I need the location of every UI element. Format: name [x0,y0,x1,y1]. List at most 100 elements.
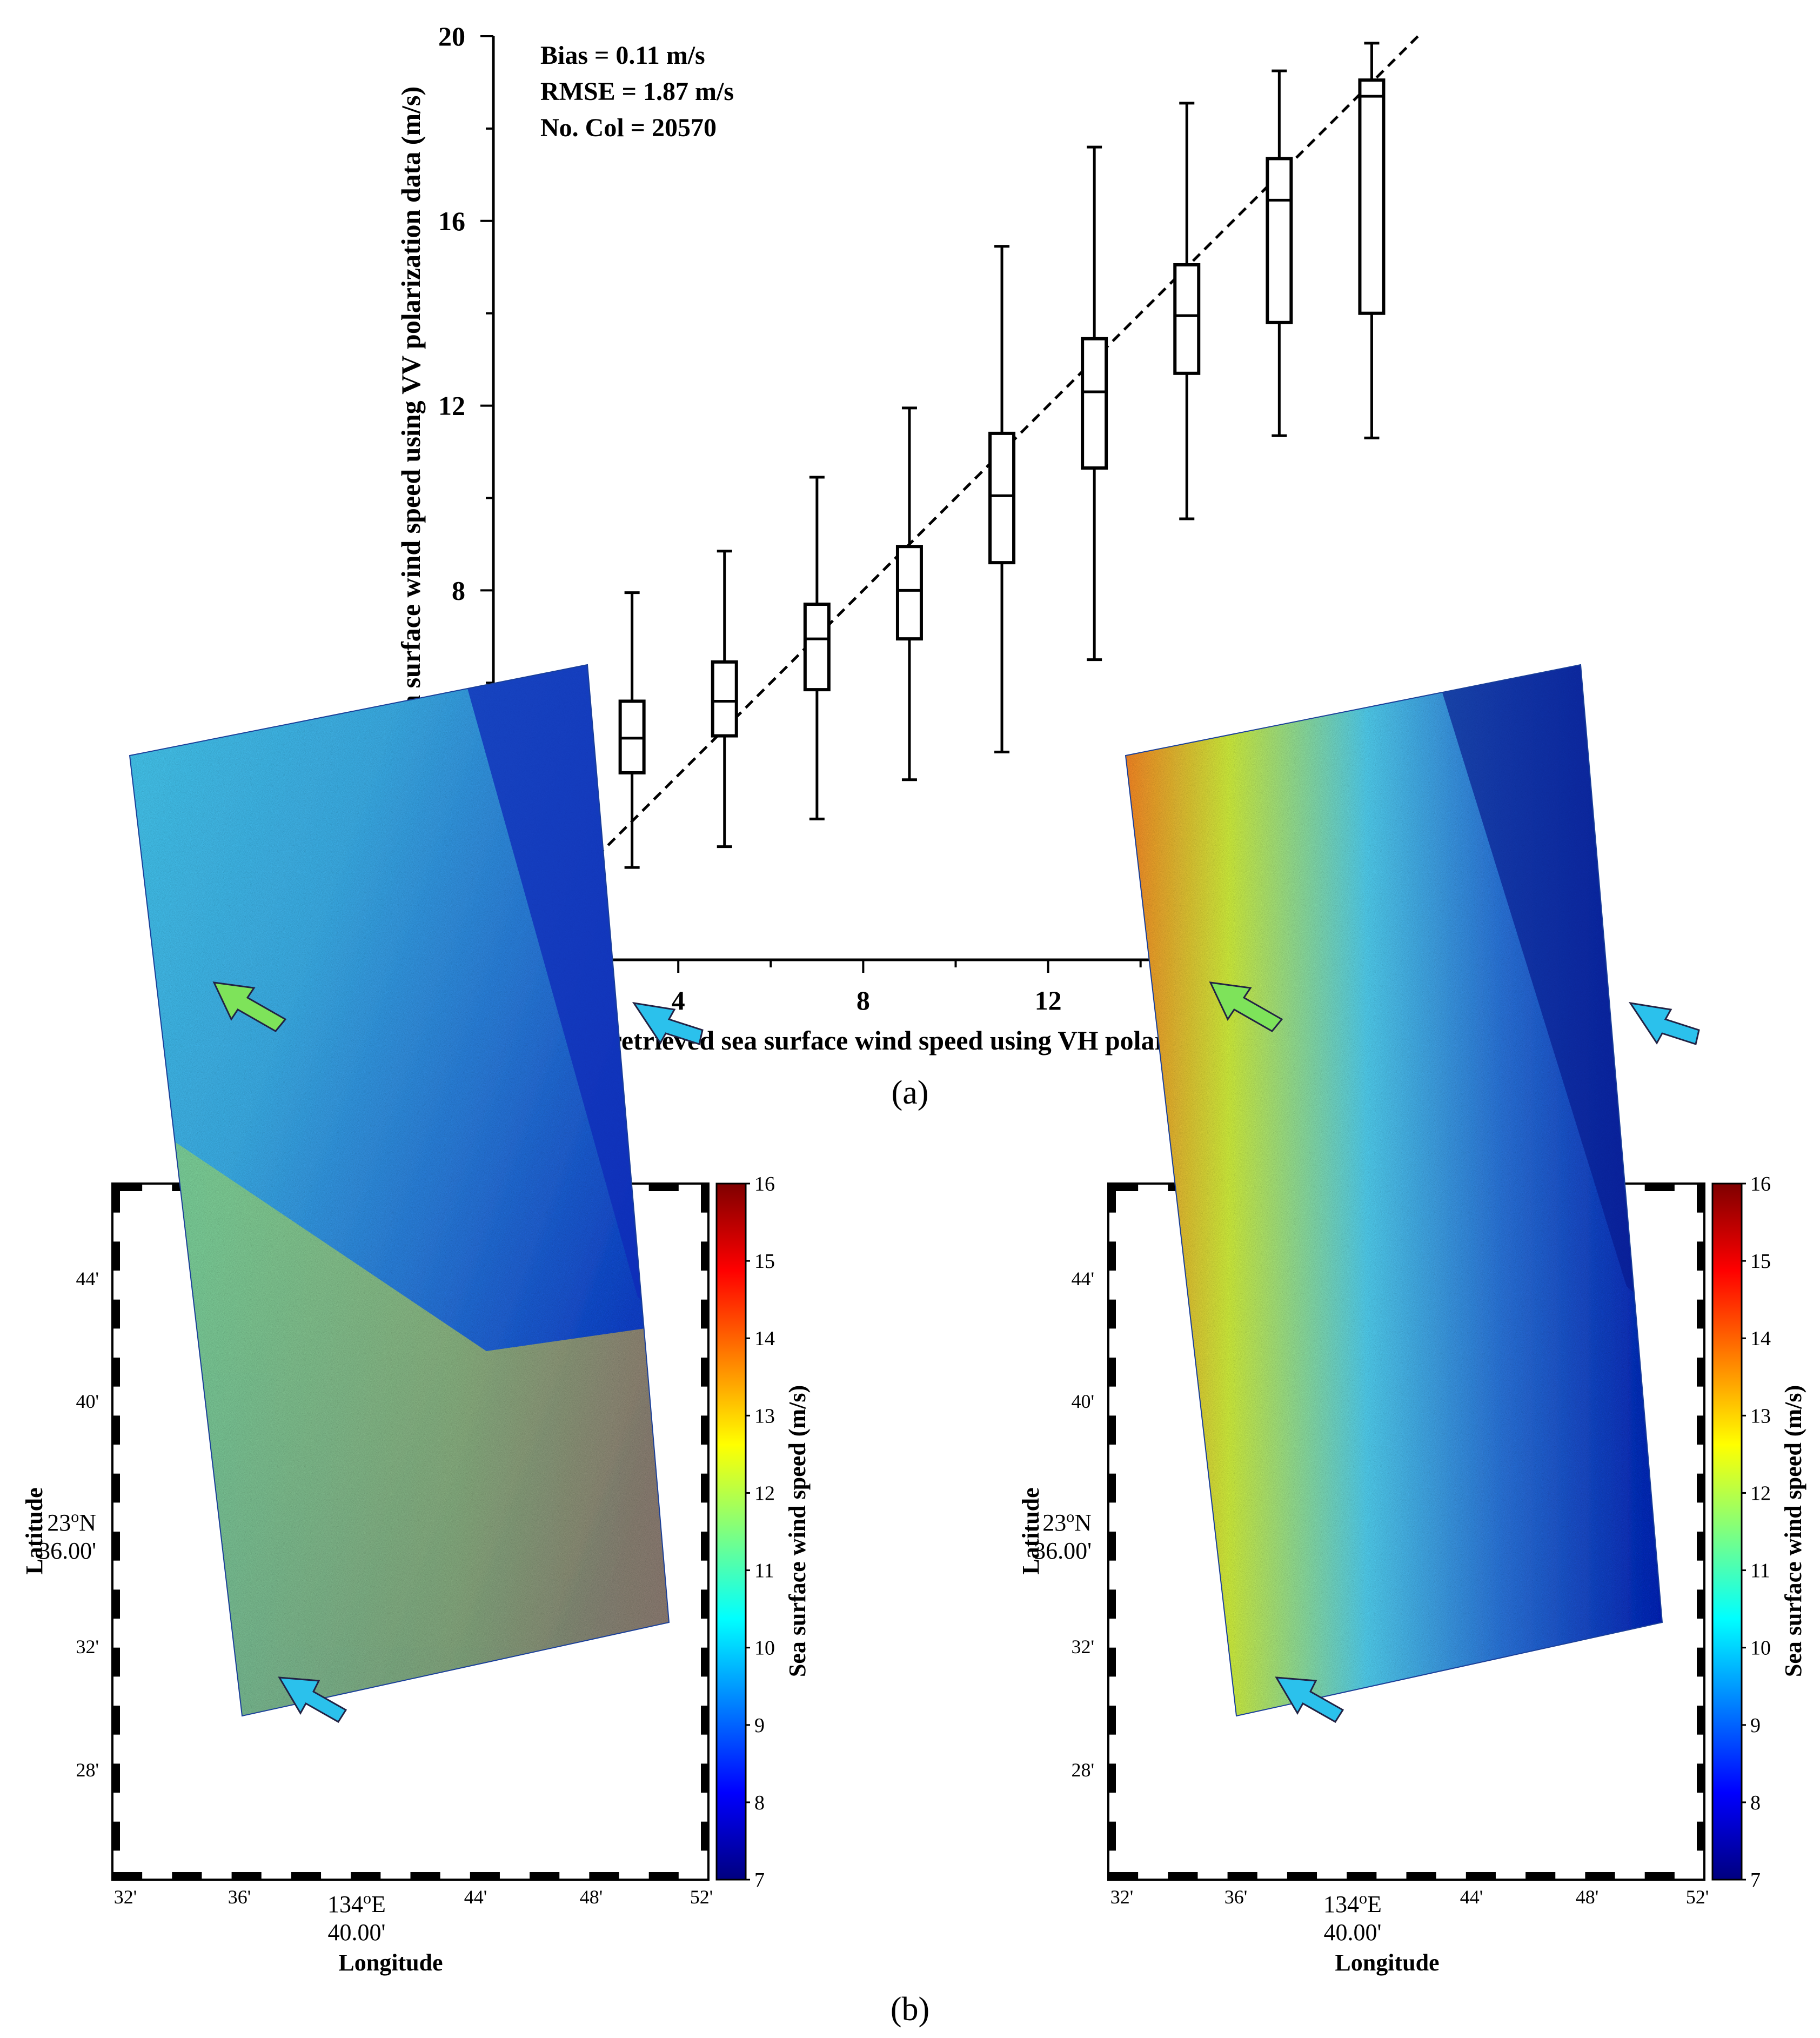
frame-tick [351,1872,381,1880]
frame-tick [410,1872,440,1880]
frame-tick [112,1532,120,1561]
frame-tick [589,1872,619,1880]
colorbar-tick-label: 15 [1750,1250,1771,1273]
lat-tick: 44' [1072,1268,1095,1289]
colorbar-ticks-left: 16 15 14 13 12 11 10 9 8 7 [746,1173,775,1892]
lat-tick: 40' [76,1391,99,1412]
box-iqr [1173,263,1201,375]
longitude-label: Longitude [338,1949,443,1976]
stat-bias: Bias = 0.11 m/s [540,41,705,70]
frame-tick [1108,1589,1116,1619]
frame-tick [1287,1872,1317,1880]
frame-tick [701,1589,708,1619]
frame-tick [701,1358,708,1387]
lon-tick: 36' [228,1886,251,1908]
frame-tick [112,1872,143,1880]
frame-tick [1108,1872,1139,1880]
lat-tick: 32' [1072,1636,1095,1658]
frame-tick [701,1415,708,1445]
one-to-one-reference-line [492,35,1419,961]
box-item [1173,102,1201,520]
frame-tick [1227,1872,1257,1880]
latitude-label: Latitude [21,1487,48,1574]
box-item [1266,69,1293,437]
colorbar-tick-label: 7 [1750,1869,1761,1892]
lat-tick: 32' [76,1636,99,1658]
frame-tick [1697,1473,1704,1503]
stat-count: No. Col = 20570 [540,113,717,142]
frame-tick [701,1473,708,1503]
frame-tick [1108,1358,1116,1387]
frame-tick [112,1706,120,1735]
frame-tick [701,1706,708,1735]
frame-tick [291,1872,322,1880]
frame-tick [1108,1241,1116,1271]
y-tick-label: 20 [438,21,465,51]
frame-tick [1108,1299,1116,1329]
longitude-label: Longitude [1335,1949,1439,1976]
incidence-arrow-bottom [278,1676,347,1723]
frame-tick [1697,1532,1704,1561]
frame-tick [1108,1821,1116,1851]
lon-tick: 44' [464,1886,487,1908]
frame-tick [112,1589,120,1619]
lon-tick-center: 134oE [327,1889,386,1917]
frame-tick [1697,1706,1704,1735]
frame-tick [1406,1872,1436,1880]
right-wind-map: 44' 40' 23oN 36.00' 32' 28' Latitude 32'… [1018,664,1806,1976]
colorbar-tick-label: 9 [1750,1714,1761,1737]
lat-tick-center: 23oN [47,1508,96,1536]
frame-tick [701,1184,708,1213]
box-item [618,591,646,869]
lon-tick: 32' [1110,1886,1134,1908]
frame-tick [112,1821,120,1851]
box-iqr [711,660,738,738]
colorbar-tick-label: 13 [1750,1405,1771,1427]
frame-tick [1697,1358,1704,1387]
frame-tick [1697,1241,1704,1271]
lon-tick-center-min: 40.00' [1324,1919,1382,1946]
box-iqr [1266,157,1293,324]
frame-tick [172,1872,202,1880]
colorbar-tick-label: 11 [1750,1560,1770,1582]
box-item [1358,42,1386,439]
incidence-arrow-right [1628,1001,1700,1045]
box-item [711,550,738,848]
frame-tick [112,1358,120,1387]
frame-tick [1644,1872,1675,1880]
lat-tick: 44' [76,1268,99,1289]
frame-tick [112,1184,120,1213]
lon-tick: 52' [690,1886,713,1908]
colorbar-tick-label: 8 [754,1792,765,1814]
lat-tick: 28' [1072,1759,1095,1781]
frame-tick [1108,1184,1116,1213]
frame-tick [701,1241,708,1271]
frame-tick [470,1872,500,1880]
boxplot-panel: 048121620048121620 Bias = 0.11 m/s RMSE … [396,21,1431,1111]
frame-tick [701,1532,708,1561]
colorbar-tick-label: 11 [754,1560,774,1582]
stat-rmse: RMSE = 1.87 m/s [540,77,734,106]
incidence-arrow-bottom [1275,1676,1344,1723]
box-iqr [803,603,831,692]
lat-tick-center-min: 36.00' [38,1538,96,1564]
frame-tick [701,1647,708,1677]
frame-tick [1525,1872,1556,1880]
colorbar-tick-label: 8 [1750,1792,1761,1814]
box-item [895,406,923,781]
frame-tick [231,1872,262,1880]
frame-tick [1697,1763,1704,1793]
box-series [618,42,1386,869]
frame-tick [1108,1706,1116,1735]
lon-tick: 52' [1686,1886,1709,1908]
colorbar-tick-label: 12 [754,1482,775,1505]
colorbar-tick-label: 14 [1750,1327,1771,1350]
frame-tick [701,1763,708,1793]
lat-tick-center-min: 36.00' [1034,1538,1092,1564]
frame-tick [1108,1647,1116,1677]
colorbar [1711,1182,1743,1881]
frame-tick [112,1647,120,1677]
frame-tick [648,1872,679,1880]
colorbar-tick-label: 14 [754,1327,775,1350]
